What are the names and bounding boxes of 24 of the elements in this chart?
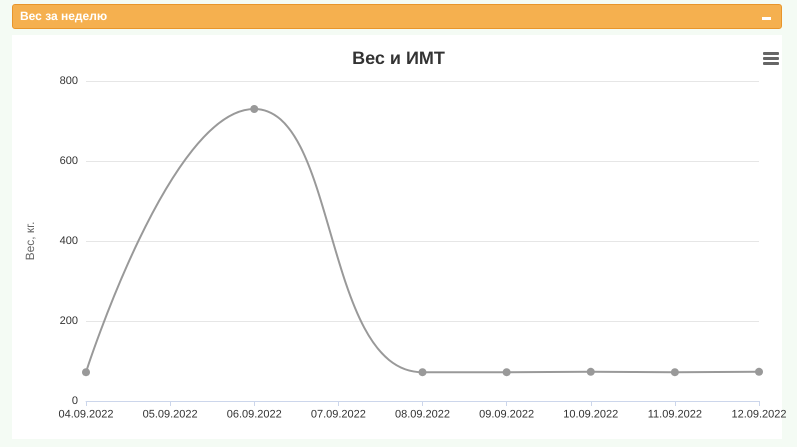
point	[418, 368, 426, 376]
x-tick-label: 10.09.2022	[563, 408, 618, 420]
y-axis-title: Вес, кг.	[23, 222, 37, 260]
point	[755, 368, 763, 376]
x-tick-label: 05.09.2022	[142, 408, 198, 420]
point	[82, 368, 90, 376]
y-tick-label: 600	[60, 155, 78, 167]
y-tick-label: 800	[60, 75, 78, 87]
x-tick-label: 12.09.2022	[731, 408, 787, 420]
point	[670, 368, 679, 376]
x-tick-label: 04.09.2022	[58, 408, 114, 420]
point	[586, 368, 595, 376]
chart-title: Вес и ИМТ	[352, 48, 445, 68]
x-tick-label: 11.09.2022	[648, 408, 702, 420]
x-tick-label: 06.09.2022	[226, 408, 282, 420]
x-tick-label: 08.09.2022	[394, 408, 450, 420]
y-tick-label: 0	[72, 395, 78, 407]
point	[502, 368, 511, 376]
x-tick-label: 09.09.2022	[479, 408, 534, 420]
point	[250, 105, 258, 113]
chart-subtitle: Вес за неделю	[20, 9, 108, 23]
y-tick-label: 400	[60, 235, 78, 247]
y-tick-label: 200	[60, 315, 78, 327]
x-tick-label: 07.09.2022	[310, 408, 366, 420]
